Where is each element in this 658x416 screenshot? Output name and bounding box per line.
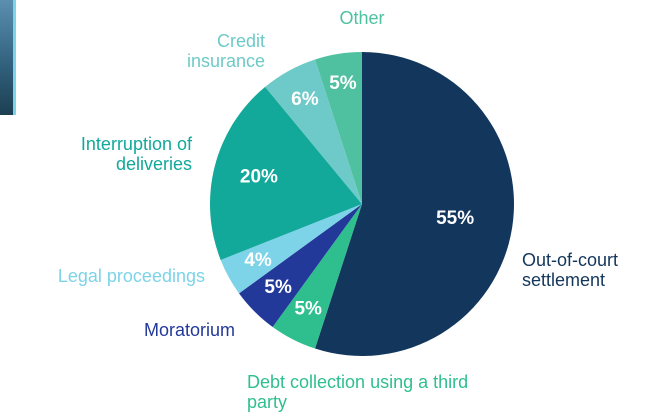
value-label: 6% bbox=[291, 89, 319, 110]
value-label: 5% bbox=[329, 73, 357, 94]
photo-border bbox=[13, 0, 16, 115]
chart: 55%5%5%4%20%6%5% bbox=[0, 0, 658, 416]
value-label: 5% bbox=[264, 277, 292, 298]
slice-label: Other bbox=[312, 8, 412, 28]
slice-label: Legal proceedings bbox=[0, 266, 205, 286]
page: 55%5%5%4%20%6%5% (() => { const data = J… bbox=[0, 0, 658, 416]
slice-label: Credit insurance bbox=[140, 31, 265, 71]
slice-label: Out-of-court settlement bbox=[522, 250, 652, 290]
slice-label: Moratorium bbox=[100, 320, 235, 340]
value-label: 4% bbox=[244, 250, 272, 271]
slice-label: Interruption of deliveries bbox=[40, 134, 192, 174]
value-label: 5% bbox=[294, 299, 322, 320]
slice-label: Debt collection using a third party bbox=[247, 372, 487, 412]
value-label: 55% bbox=[436, 208, 474, 229]
photo-fragment bbox=[0, 0, 15, 115]
value-label: 20% bbox=[240, 167, 278, 188]
